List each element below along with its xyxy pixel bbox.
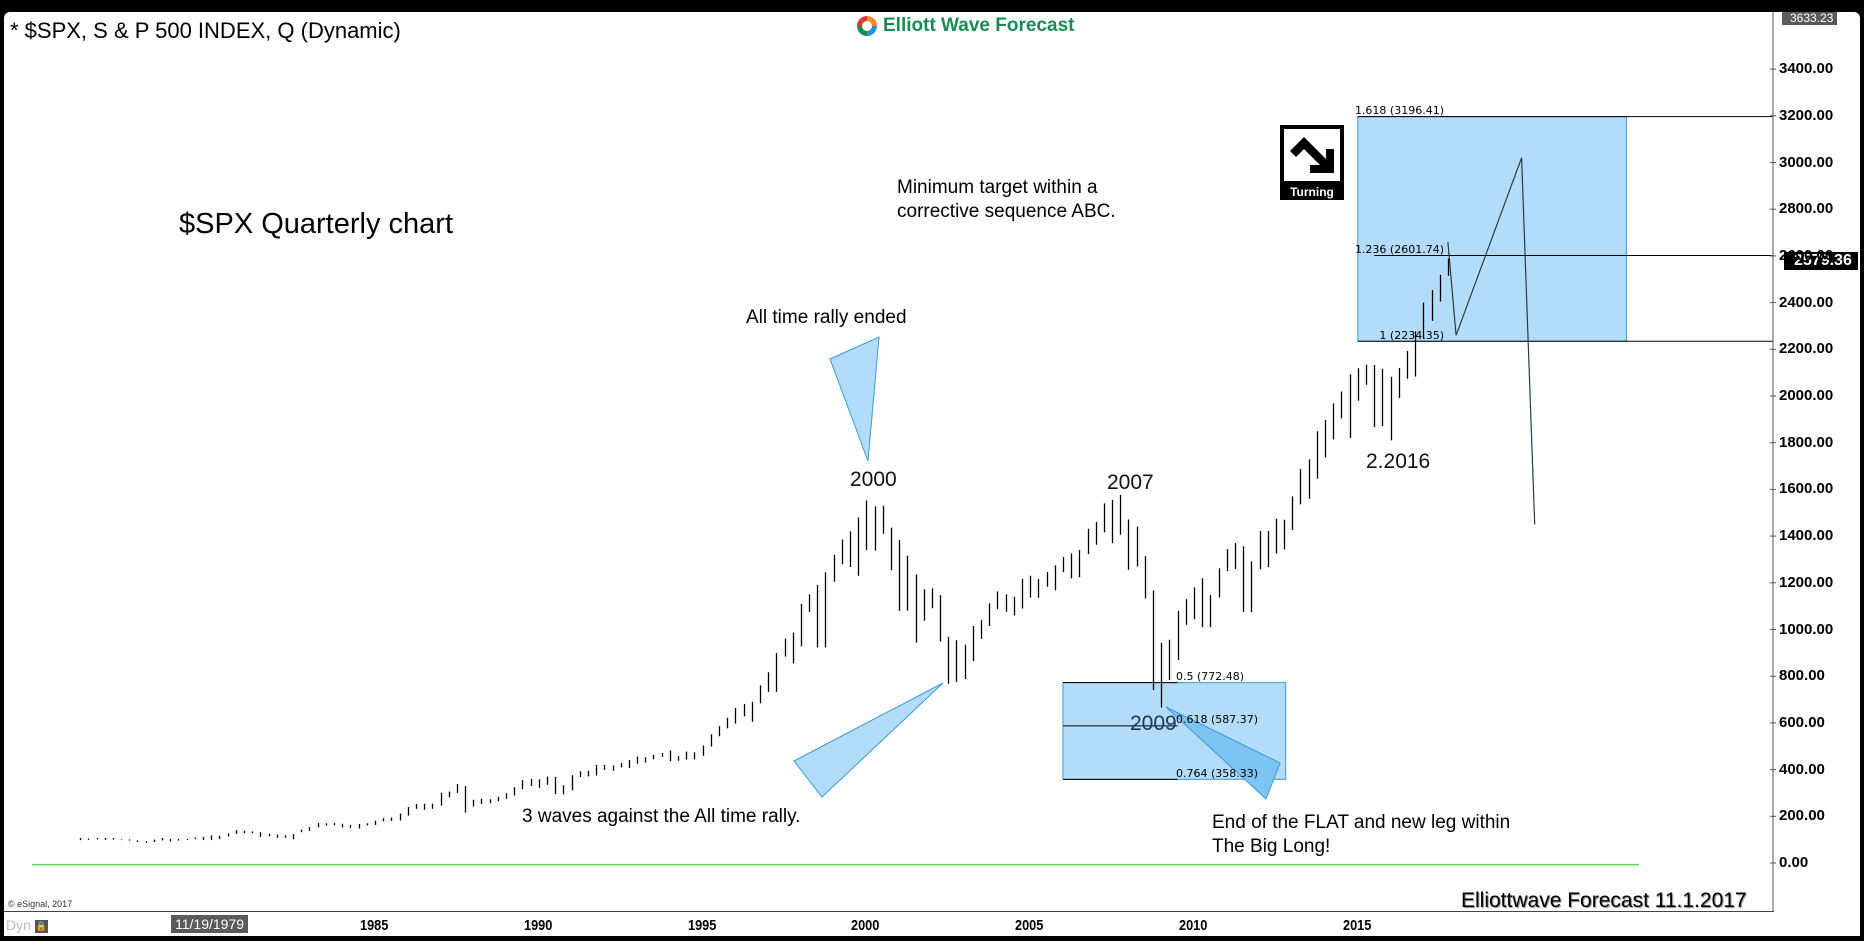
arrow-2002-low [793,682,944,798]
logo-circular-arrows-icon [857,16,877,36]
label-2009: 2009 [1130,712,1177,735]
price-label: 400.00 [1779,760,1825,778]
projection-path [1447,157,1536,525]
price-label: 1800.00 [1779,433,1834,451]
arrow-2000-top [829,336,880,462]
price-label: 2000.00 [1779,387,1834,404]
time-label: 1985 [360,917,389,934]
arrow-2009-low [1165,706,1281,800]
fib-label-1618: 1.618 (3196.41) [1354,104,1444,117]
time-label: 2005 [1015,917,1044,934]
time-label: 1990 [523,917,553,934]
high-price-marker: 3633.23 [1782,12,1838,25]
fib-label-0618: 0.618 (587.37) [1176,713,1259,726]
label-2000: 2000 [850,468,897,491]
price-label: 1000.00 [1779,620,1834,638]
dyn-label: Dyn [6,917,31,933]
three-waves-note: 3 waves against the All time rally. [522,806,801,827]
fib-zones [1062,116,1627,780]
price-label: 2400.00 [1779,293,1834,311]
price-chart-canvas[interactable] [4,12,1860,936]
price-bars [79,258,1450,843]
time-label: 2000 [851,917,880,934]
fib-label-05: 0.5 (772.48) [1176,670,1245,683]
price-label: 3400.00 [1779,60,1834,78]
price-label: 1200.00 [1779,573,1834,591]
min-target-line2: corrective sequence ABC. [897,201,1116,222]
price-axis-ticks [1770,68,1776,864]
time-label: 2010 [1179,917,1208,934]
time-label: 2015 [1342,917,1372,934]
price-label: 1400.00 [1779,527,1834,545]
all-time-rally-note: All time rally ended [746,307,907,328]
price-label: 3000.00 [1779,153,1834,171]
price-label: 2800.00 [1779,200,1834,218]
price-label: 0.00 [1779,854,1809,871]
price-label: 1600.00 [1779,480,1834,498]
chart-title: $SPX Quarterly chart [179,208,453,240]
annotation-arrows [793,336,1281,800]
turning-arrow-icon [1290,137,1334,173]
price-label: 3200.00 [1779,106,1834,124]
fib-label-1: 1 (2234.35) [1379,329,1444,342]
copyright: © eSignal, 2017 [8,899,73,909]
price-label: 2600.00 [1779,246,1834,264]
fib-label-0764: 0.764 (358.33) [1176,767,1259,780]
label-2-2016: 2.2016 [1366,450,1431,473]
zone-upper_target [1357,116,1627,342]
fib-label-1236: 1.236 (2601.74) [1354,243,1444,256]
time-axis[interactable] [4,911,1774,936]
last-price-marker: 2579.36 [1784,252,1858,270]
footer-brand: Elliottwave Forecast 11.1.2017 [1461,889,1747,912]
min-target-line1: Minimum target within a [897,177,1098,198]
flat-line2: The Big Long! [1212,836,1331,857]
price-label: 2200.00 [1779,340,1834,358]
price-label: 800.00 [1779,667,1825,685]
dyn-toggle[interactable]: Dyn 🔒 [6,917,48,933]
time-label: 1995 [687,917,716,934]
turning-badge: Turning [1280,125,1344,200]
price-label: 600.00 [1779,713,1825,731]
fib-lines [1062,116,1773,780]
chart-window: * $SPX, S & P 500 INDEX, Q (Dynamic) Ell… [4,12,1860,936]
lock-icon[interactable]: 🔒 [34,919,48,933]
flat-note: End of the FLAT and new leg within The B… [1212,811,1510,859]
flat-line1: End of the FLAT and new leg within [1212,812,1511,833]
label-2007: 2007 [1107,471,1154,494]
symbol-title: * $SPX, S & P 500 INDEX, Q (Dynamic) [10,18,401,43]
cursor-date: 11/19/1979 [171,915,249,933]
logo-text: Elliott Wave Forecast [883,15,1075,36]
price-label: 200.00 [1779,807,1825,825]
turning-label: Turning [1290,185,1334,199]
min-target-note: Minimum target within a corrective seque… [897,176,1116,224]
brand-logo: Elliott Wave Forecast [855,14,1074,38]
projection-zigzag [1447,157,1536,525]
